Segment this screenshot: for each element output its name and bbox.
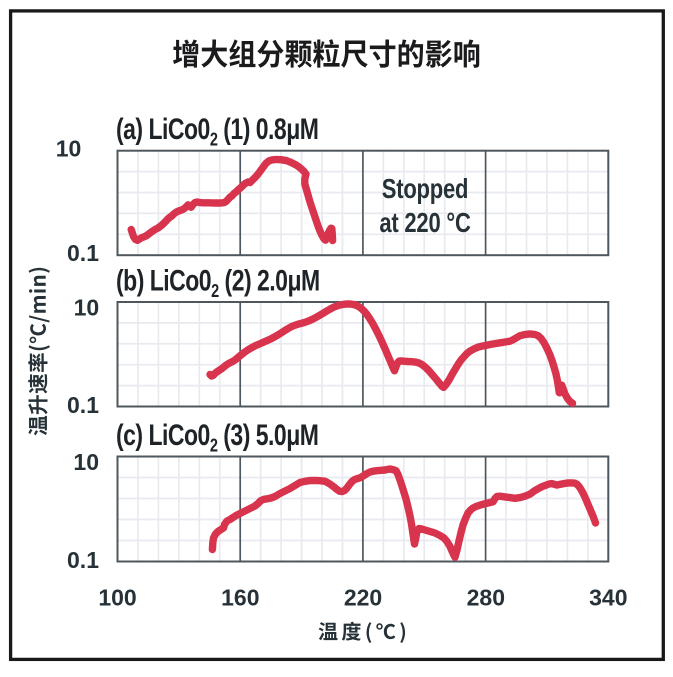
svg-text:Stopped: Stopped bbox=[382, 174, 469, 205]
svg-text:220: 220 bbox=[344, 585, 382, 611]
svg-text:0.1: 0.1 bbox=[67, 547, 99, 573]
svg-text:10: 10 bbox=[56, 135, 82, 161]
svg-text:340: 340 bbox=[589, 585, 627, 611]
svg-text:10: 10 bbox=[74, 295, 100, 321]
svg-text:(b) LiCo02 (2) 2.0μM: (b) LiCo02 (2) 2.0μM bbox=[116, 263, 320, 301]
svg-text:160: 160 bbox=[221, 585, 259, 611]
svg-text:(c) LiCo02 (3) 5.0μM: (c) LiCo02 (3) 5.0μM bbox=[116, 418, 318, 456]
svg-text:0.1: 0.1 bbox=[67, 392, 99, 418]
svg-text:280: 280 bbox=[467, 585, 505, 611]
svg-text:at 220 °C: at 220 °C bbox=[379, 208, 471, 239]
svg-text:100: 100 bbox=[98, 585, 136, 611]
svg-text:10: 10 bbox=[73, 449, 99, 475]
svg-text:0.1: 0.1 bbox=[67, 240, 99, 266]
svg-text:(a) LiCo02 (1) 0.8μM: (a) LiCo02 (1) 0.8μM bbox=[116, 112, 318, 150]
